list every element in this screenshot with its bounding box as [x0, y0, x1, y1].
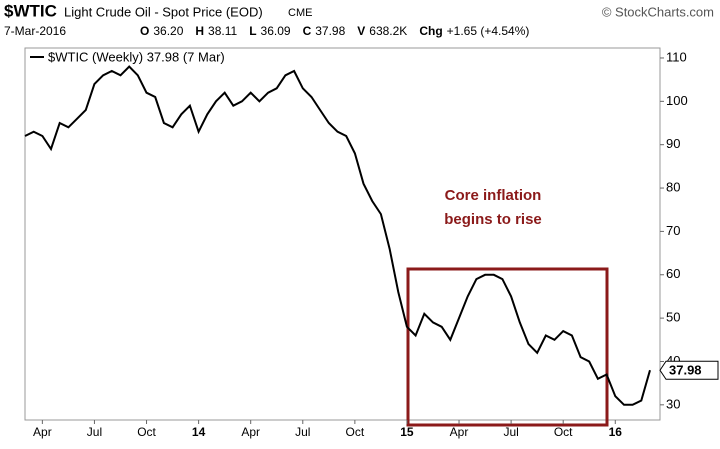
quote-key: O	[140, 24, 149, 38]
legend: $WTIC (Weekly) 37.98 (7 Mar)	[48, 49, 225, 64]
instrument-name: Light Crude Oil - Spot Price (EOD)	[64, 4, 263, 19]
quote: O 36.20 H 38.11 L 36.09 C 37.98 V 638.2K Chg +1.65 …	[140, 24, 529, 38]
y-tick-label: 30	[666, 396, 680, 411]
highlight-box	[406, 267, 609, 427]
x-tick-label: Apr	[241, 425, 260, 439]
quote-value: 36.09	[261, 24, 291, 38]
x-tick-label: Jul	[503, 425, 518, 439]
x-tick-label: Jul	[87, 425, 102, 439]
x-tick-label: Apr	[450, 425, 469, 439]
symbol: $WTIC	[4, 1, 57, 20]
plot-frame	[24, 47, 661, 421]
x-tick-label: Oct	[346, 425, 365, 439]
quote-key: C	[303, 24, 312, 38]
quote-key: H	[195, 24, 204, 38]
quote-key: Chg	[419, 24, 442, 38]
quote-value: 38.11	[208, 24, 237, 38]
x-tick-label: Oct	[137, 425, 156, 439]
x-tick-label: Jul	[295, 425, 310, 439]
quote-value: 36.20	[153, 24, 183, 38]
annotation: begins to rise	[444, 211, 542, 228]
credit: © StockCharts.com	[602, 4, 714, 19]
last-price-label: 37.98	[669, 363, 702, 378]
x-tick-label: Apr	[33, 425, 52, 439]
annotation: Core inflation	[445, 187, 542, 204]
y-tick-label: 90	[666, 136, 680, 151]
y-tick-label: 60	[666, 266, 680, 281]
exchange: CME	[288, 7, 312, 19]
y-tick-label: 100	[666, 93, 688, 108]
quote-value: +1.65 (+4.54%)	[447, 24, 530, 38]
x-tick-label: 16	[609, 425, 623, 439]
y-tick-label: 50	[666, 310, 680, 325]
price-line	[24, 65, 651, 406]
x-tick-label: 15	[400, 425, 414, 439]
last-price-tag	[659, 360, 719, 380]
quote-value: 638.2K	[369, 24, 407, 38]
x-tick-label: 14	[192, 425, 206, 439]
quote-key: V	[357, 24, 365, 38]
y-tick-label: 80	[666, 179, 680, 194]
y-tick-label: 70	[666, 223, 680, 238]
quote-value: 37.98	[315, 24, 345, 38]
x-tick-label: Oct	[554, 425, 573, 439]
date: 7-Mar-2016	[4, 24, 66, 38]
quote-key: L	[249, 24, 256, 38]
y-tick-label: 110	[666, 49, 687, 64]
